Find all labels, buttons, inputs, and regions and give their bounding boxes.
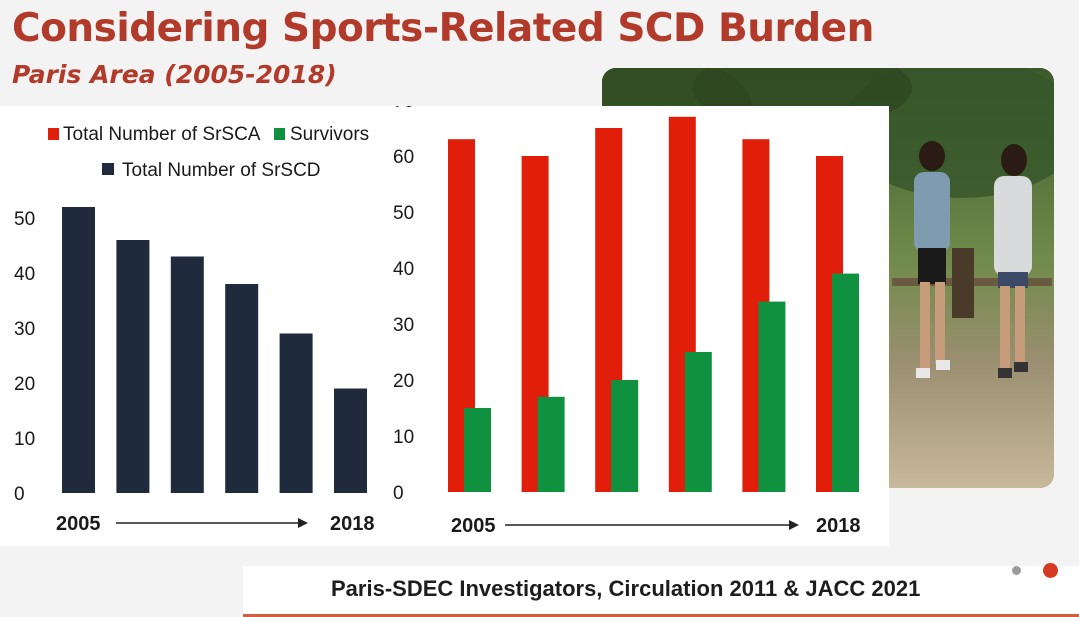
- bar: [758, 301, 786, 492]
- y-tick-label: 30: [14, 319, 35, 340]
- bar: [611, 380, 639, 492]
- bar: [62, 207, 95, 493]
- slide-title: Considering Sports-Related SCD Burden: [12, 6, 874, 51]
- bar: [334, 388, 367, 493]
- time-arrow-head: [789, 520, 799, 530]
- y-tick-label: 40: [14, 264, 35, 285]
- citation-bar: Paris-SDEC Investigators, Circulation 20…: [243, 566, 1079, 617]
- y-tick-label: 50: [14, 209, 35, 230]
- bar: [832, 273, 859, 492]
- bar: [116, 240, 150, 493]
- y-tick-label: 20: [14, 374, 35, 395]
- legend-swatch-srsca: [48, 128, 59, 140]
- y-tick-label: 40: [393, 259, 414, 280]
- bar: [170, 256, 204, 493]
- bar: [464, 408, 491, 492]
- x-start-label: 2005: [451, 515, 496, 537]
- y-tick-label: 30: [393, 315, 414, 336]
- slide-nav-dot[interactable]: [1012, 566, 1021, 575]
- y-tick-label: 70: [393, 106, 414, 112]
- y-tick-label: 60: [393, 147, 414, 168]
- srsca-chart-panel: 0 10 20 30 40 50 60 70 2005 2018: [385, 106, 889, 546]
- legend-swatch-survivors: [274, 128, 285, 140]
- slide-subtitle: Paris Area (2005-2018): [12, 60, 337, 89]
- slide-nav-dot-active[interactable]: [1043, 563, 1058, 578]
- y-tick-label: 50: [393, 203, 414, 224]
- bar: [684, 352, 712, 492]
- x-start-label: 2005: [56, 513, 101, 535]
- x-end-label: 2018: [816, 515, 861, 537]
- legend-label-srscd: Total Number of SrSCD: [122, 160, 321, 181]
- y-tick-label: 20: [393, 371, 414, 392]
- y-tick-label: 10: [393, 427, 414, 448]
- srscd-chart-panel: 0 10 20 30 40 50 2005 2018 Total Number of SrSCD…: [0, 106, 385, 546]
- srscd-bar-chart: 0 10 20 30 40 50 2005 2018 Total Number of SrSCD…: [14, 124, 375, 535]
- srsca-survivors-bar-chart: 0 10 20 30 40 50 60 70 2005 2018: [393, 106, 861, 537]
- y-tick-label: 0: [14, 484, 25, 505]
- y-tick-label: 10: [14, 429, 35, 450]
- legend-swatch-srscd: [102, 163, 114, 175]
- legend-label-survivors: Survivors: [290, 124, 369, 145]
- bar: [537, 396, 565, 492]
- x-end-label: 2018: [330, 513, 375, 535]
- legend-label-srsca: Total Number of SrSCA: [63, 124, 261, 145]
- bar: [225, 284, 259, 493]
- citation-text: Paris-SDEC Investigators, Circulation 20…: [331, 576, 921, 601]
- y-tick-label: 0: [393, 483, 404, 504]
- bar: [279, 333, 313, 493]
- time-arrow-head: [298, 518, 308, 528]
